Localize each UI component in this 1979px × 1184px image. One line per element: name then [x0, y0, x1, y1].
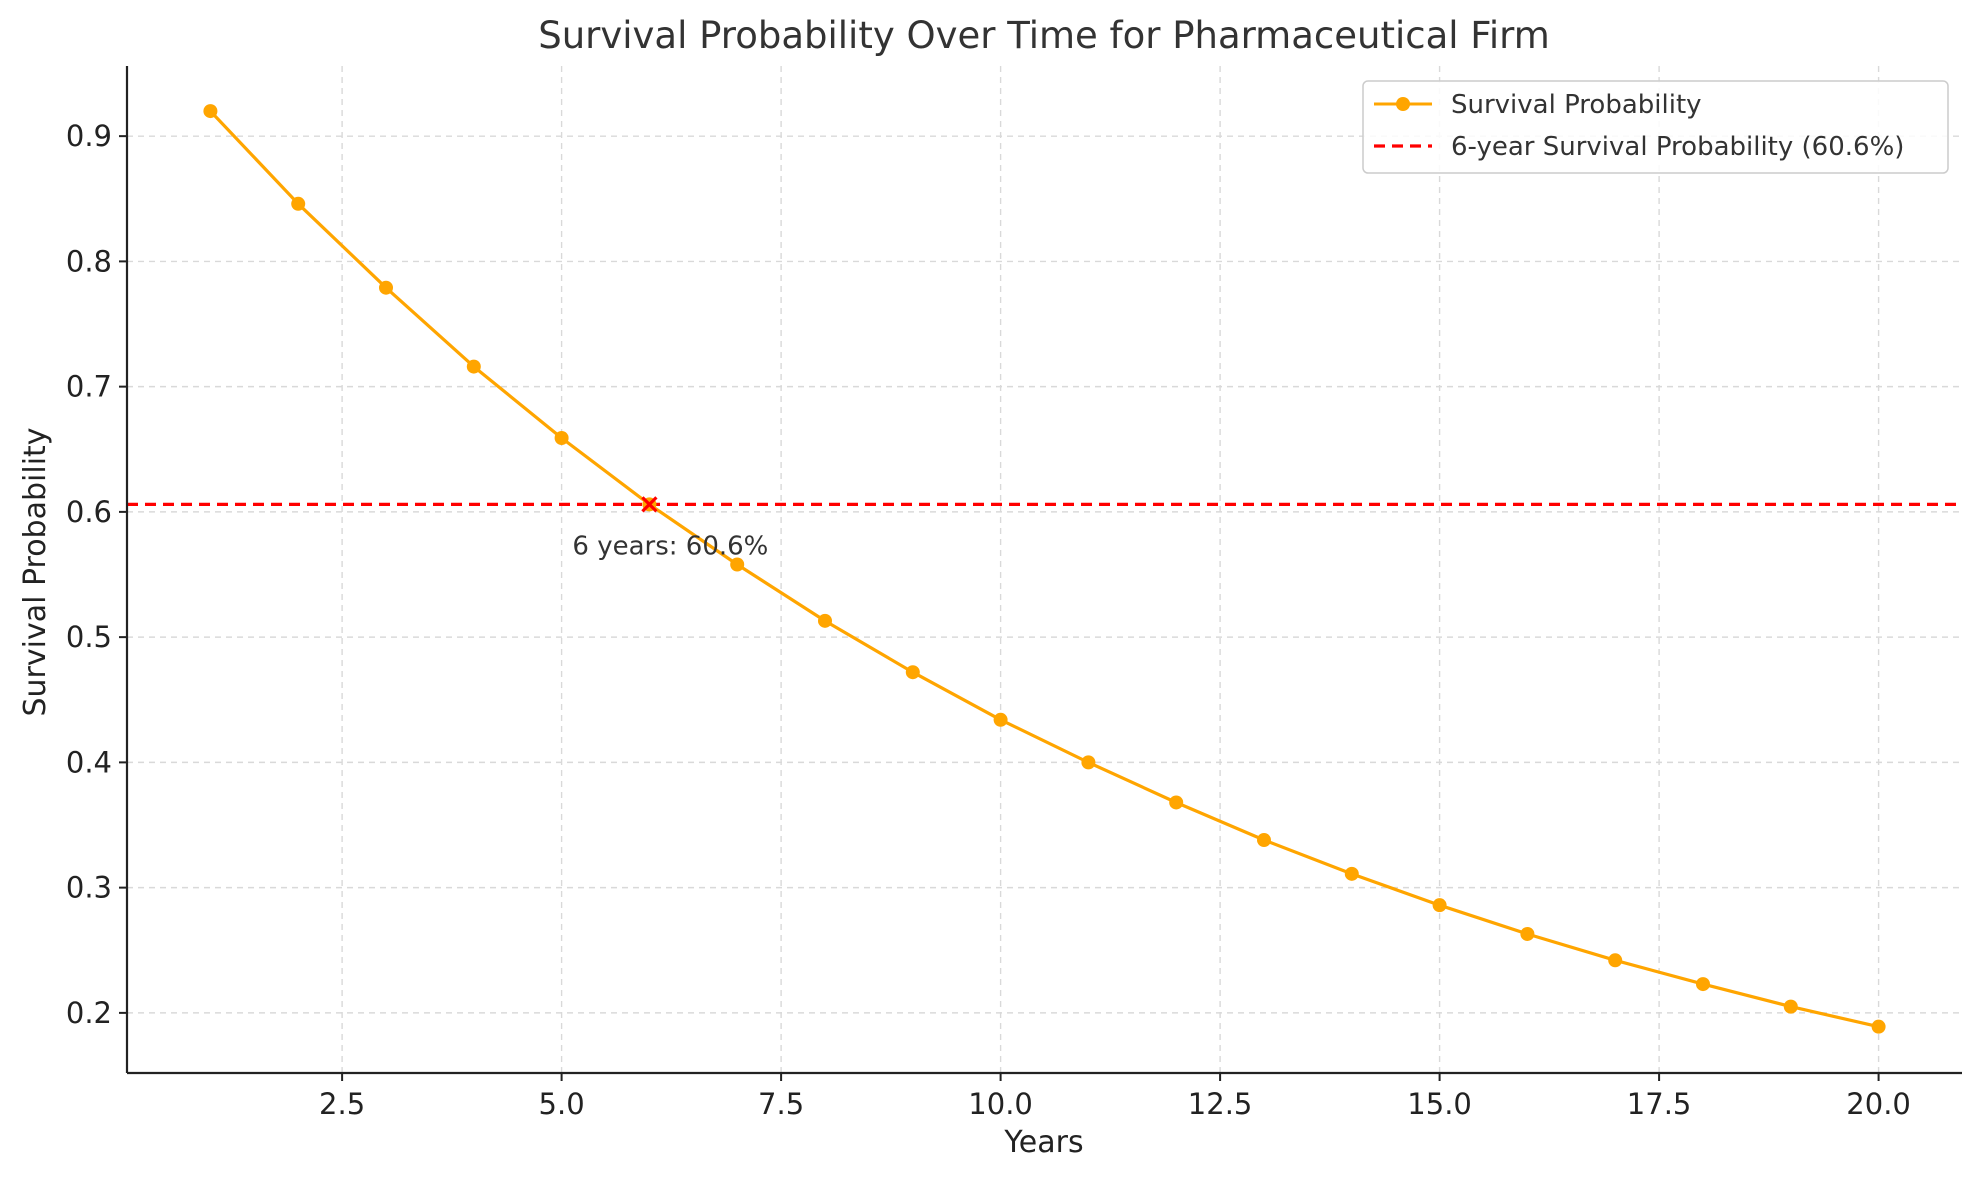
data-point — [291, 196, 306, 211]
x-tick-label: 10.0 — [968, 1087, 1033, 1121]
data-point — [1520, 926, 1535, 941]
highlight-x-stroke — [641, 496, 658, 513]
x-tick-label: 17.5 — [1627, 1087, 1692, 1121]
data-point — [203, 104, 218, 119]
y-tick-label: 0.3 — [66, 871, 112, 905]
series-line — [208, 109, 1881, 1029]
data-point — [905, 665, 920, 680]
x-tick-label: 7.5 — [758, 1087, 804, 1121]
data-point — [1608, 953, 1623, 968]
legend-marker-survival — [1396, 97, 1410, 111]
legend-label-survival: Survival Probability — [1451, 90, 1702, 120]
highlight-annotation: 6 years: 60.6% — [572, 531, 768, 561]
legend-frame — [1362, 80, 1949, 174]
x-axis-label: Years — [1003, 1125, 1083, 1160]
data-point — [993, 712, 1008, 727]
legend: Survival Probability 6-year Survival Pro… — [1362, 80, 1949, 174]
data-point — [554, 430, 569, 445]
highlight-x-marker — [641, 496, 658, 513]
y-axis-label: Survival Probability — [18, 427, 53, 716]
data-point — [1256, 833, 1271, 848]
y-tick-label: 0.9 — [66, 119, 112, 153]
data-point — [1695, 977, 1710, 992]
grid-layer — [127, 66, 1962, 1073]
chart-title: Survival Probability Over Time for Pharm… — [538, 14, 1550, 57]
data-point — [1081, 755, 1096, 770]
x-tick-label: 2.5 — [319, 1087, 365, 1121]
data-point — [379, 280, 394, 295]
highlight-layer — [641, 496, 658, 513]
data-point — [466, 359, 481, 374]
axes-layer: 2.5 5.0 7.5 10.0 12.5 15.0 17.5 20.0 0.2 0.3 0.4 0.… — [66, 66, 1962, 1121]
data-point — [818, 613, 833, 628]
series-layer — [203, 104, 1886, 1034]
legend-label-reference: 6-year Survival Probability (60.6%) — [1451, 132, 1904, 162]
y-tick-label: 0.4 — [66, 745, 112, 779]
data-point — [1783, 999, 1798, 1014]
x-tick-label: 15.0 — [1407, 1087, 1472, 1121]
y-tick-label: 0.5 — [66, 620, 112, 654]
data-point — [1169, 795, 1184, 810]
x-tick-label: 20.0 — [1846, 1087, 1911, 1121]
y-tick-label: 0.6 — [66, 495, 112, 529]
data-point — [1871, 1019, 1886, 1034]
y-tick-label: 0.7 — [66, 370, 112, 404]
data-point — [730, 557, 745, 572]
data-point — [1432, 898, 1447, 913]
y-tick-label: 0.2 — [66, 996, 112, 1030]
x-tick-label: 5.0 — [539, 1087, 585, 1121]
data-point — [1344, 866, 1359, 881]
x-tick-label: 12.5 — [1188, 1087, 1253, 1121]
y-tick-label: 0.8 — [66, 244, 112, 278]
